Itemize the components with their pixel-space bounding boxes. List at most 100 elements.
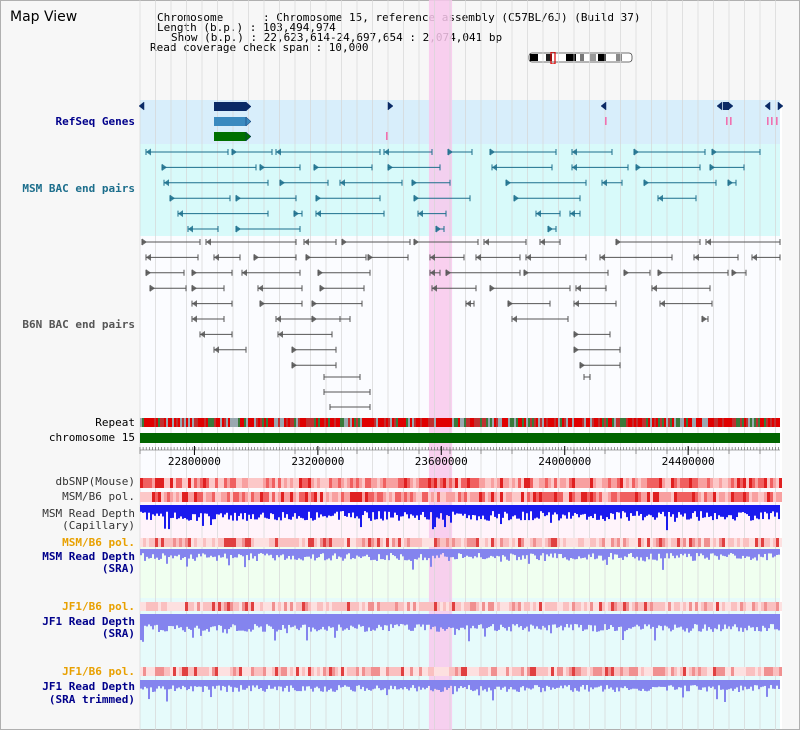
jf1-trimmed-depth-bar [498, 680, 500, 687]
jf1-trimmed-depth-bar [220, 680, 222, 691]
jf1-trimmed-depth-bar [302, 680, 304, 687]
msm-b6-pol-heat-cell [368, 492, 371, 502]
msm-sra-depth-bar [320, 549, 322, 555]
jf1-b6-pol-trimmed-heat-cell [389, 667, 392, 676]
msm-b6-pol-sra-heat-cell [215, 538, 218, 547]
dbsnp-heat-cell [383, 478, 386, 488]
msm-b6-pol-sra-heat-cell [659, 538, 662, 547]
msm-sra-depth-bar [260, 549, 262, 554]
msm-capillary-depth-bar [534, 505, 536, 519]
jf1-sra-depth-bar [536, 614, 538, 627]
msm-capillary-depth-bar [642, 505, 644, 521]
jf1-b6-pol-heat-cell [710, 602, 713, 611]
msm-bac-pair-arrow [728, 179, 733, 187]
repeat-segment [294, 418, 296, 427]
msm-sra-depth-bar [580, 549, 582, 559]
repeat-segment [534, 418, 536, 427]
jf1-sra-depth-bar [254, 614, 256, 625]
msm-b6-pol-sra-heat-cell [482, 538, 485, 547]
jf1-b6-pol-trimmed-heat-cell [521, 667, 524, 676]
msm-capillary-depth-bar [742, 505, 744, 513]
msm-capillary-depth-bar [608, 505, 610, 520]
msm-capillary-depth-bar [680, 505, 682, 515]
jf1-trimmed-depth-bar [658, 680, 660, 687]
jf1-b6-pol-trimmed-heat-cell [623, 667, 626, 676]
jf1-b6-pol-heat-cell [581, 602, 584, 611]
dbsnp-heat-cell [605, 478, 608, 488]
msm-capillary-depth-bar [162, 505, 164, 517]
jf1-sra-depth-bar [724, 614, 726, 625]
msm-b6-pol-sra-heat-cell [167, 538, 170, 547]
msm-capillary-depth-bar [308, 505, 310, 512]
b6n-bac-pair-arrow [320, 284, 325, 292]
b6n-bac-end-pairs-label[interactable]: B6N BAC end pairs [22, 318, 135, 331]
msm-b6-pol-sra-heat-cell [263, 538, 266, 547]
msm-sra-depth-bar [604, 549, 606, 560]
jf1-sra-depth-bar [486, 614, 488, 629]
jf1-trimmed-depth-bar [404, 680, 406, 688]
refseq-gene-arrow [764, 101, 771, 111]
jf1-b6-pol-trimmed-heat-cell [209, 667, 212, 676]
jf1-b6-pol-trimmed-heat-cell [734, 667, 737, 676]
jf1-b6-pol-heat-cell [497, 602, 500, 611]
jf1-sra-depth-bar [616, 614, 618, 631]
msm-b6-pol-heat-cell [716, 492, 719, 502]
jf1-b6-pol-heat-cell [704, 602, 707, 611]
msm-sra-depth-bar [534, 549, 536, 556]
right-gutter [780, 100, 782, 729]
msm-capillary-depth-bar [714, 505, 716, 514]
msm-sra-depth-bar [670, 549, 672, 554]
jf1-trimmed-depth-bar [284, 680, 286, 688]
repeat-segment [698, 418, 700, 427]
repeat-segment [170, 418, 172, 427]
dbsnp-heat-cell [362, 478, 365, 488]
msm-bac-end-pairs-label[interactable]: MSM BAC end pairs [22, 182, 135, 195]
jf1-trimmed-depth-bar [314, 680, 316, 688]
jf1-trimmed-depth-bar [334, 680, 336, 692]
jf1-b6-pol-heat-cell [737, 602, 740, 611]
jf1-b6-pol-trimmed-heat-cell [287, 667, 290, 676]
dbsnp-heat-cell [617, 478, 620, 488]
msm-b6-pol-sra-heat-cell [476, 538, 479, 547]
msm-capillary-depth-bar [602, 505, 604, 520]
refseq-gene-arrow [138, 101, 145, 111]
dbsnp-heat-cell [269, 478, 272, 488]
msm-sra-depth-bar [704, 549, 706, 559]
jf1-b6-pol-heat-cell [671, 602, 674, 611]
jf1-sra-depth-bar [564, 614, 566, 628]
jf1-trimmed-depth-bar [198, 680, 200, 687]
repeat-segment [540, 418, 542, 427]
chromosome-ideogram[interactable] [528, 52, 634, 64]
jf1-sra-depth-bar [306, 614, 308, 641]
jf1-trimmed-depth-bar [390, 680, 392, 686]
msm-sra-depth-bar [754, 549, 756, 558]
jf1-trimmed-depth-bar [756, 680, 758, 686]
msm-b6-pol-heat-cell [608, 492, 611, 502]
jf1-sra-depth-bar [320, 614, 322, 630]
jf1-b6-pol-trimmed-heat-cell [674, 667, 677, 676]
msm-b6-pol-heat-cell [437, 492, 440, 502]
jf1-b6-pol-trimmed-heat-cell [266, 667, 269, 676]
msm-b6-pol-heat-cell [626, 492, 629, 502]
msm-b6-pol-heat-cell [536, 492, 539, 502]
msm-sra-depth-bar [164, 549, 166, 556]
dbsnp-heat-cell [293, 478, 296, 488]
msm-capillary-depth-bar [220, 505, 222, 514]
msm-sra-depth-bar [548, 549, 550, 557]
msm-capillary-depth-bar [368, 505, 370, 519]
dbsnp-heat-cell [653, 478, 656, 488]
jf1-sra-depth-bar [512, 614, 514, 625]
dbsnp-heat-cell [734, 478, 737, 488]
repeat-segment [516, 418, 518, 427]
msm-b6-pol-sra-heat-cell [509, 538, 512, 547]
jf1-trimmed-depth-bar [320, 680, 322, 692]
repeat-segment [454, 418, 456, 427]
jf1-trimmed-depth-bar [560, 680, 562, 686]
dbsnp-heat-cell [155, 478, 158, 488]
msm-b6-pol-sra-heat-cell [515, 538, 518, 547]
msm-b6-pol-heat-cell [428, 492, 431, 502]
refseq-genes-label[interactable]: RefSeq Genes [55, 115, 135, 128]
msm-sra-depth-bar [624, 549, 626, 557]
jf1-b6-pol-heat-cell [179, 602, 182, 611]
